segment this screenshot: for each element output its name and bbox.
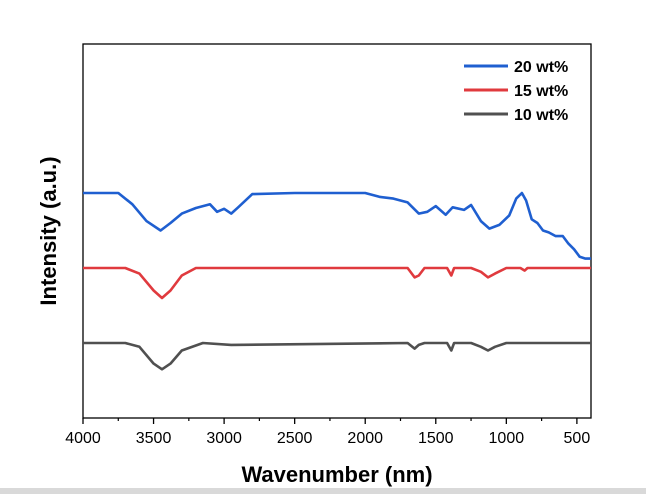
series-lines bbox=[83, 191, 591, 371]
series-line-1 bbox=[83, 266, 591, 300]
x-tick-label-0: 4000 bbox=[65, 430, 101, 447]
x-tick-label-2: 3000 bbox=[206, 430, 242, 447]
y-axis-title: Intensity (a.u.) bbox=[36, 156, 61, 305]
x-tick-label-6: 1000 bbox=[489, 430, 525, 447]
legend-label-2: 10 wt% bbox=[514, 107, 568, 124]
legend-label-1: 15 wt% bbox=[514, 83, 568, 100]
window-bottom-strip bbox=[0, 488, 646, 494]
x-tick-label-7: 500 bbox=[564, 430, 591, 447]
x-tick-label-4: 2000 bbox=[347, 430, 383, 447]
legend-label-0: 20 wt% bbox=[514, 59, 568, 76]
x-tick-label-1: 3500 bbox=[136, 430, 172, 447]
series-line-2 bbox=[83, 341, 591, 371]
legend: 20 wt% 15 wt% 10 wt% bbox=[464, 59, 568, 124]
x-axis-title: Wavenumber (nm) bbox=[241, 462, 432, 487]
series-line-0 bbox=[83, 191, 591, 260]
x-axis-ticks: 4000 3500 3000 2500 2000 1500 1000 500 bbox=[65, 418, 590, 447]
plot-frame bbox=[82, 43, 592, 419]
x-tick-label-5: 1500 bbox=[418, 430, 454, 447]
x-tick-label-3: 2500 bbox=[277, 430, 313, 447]
